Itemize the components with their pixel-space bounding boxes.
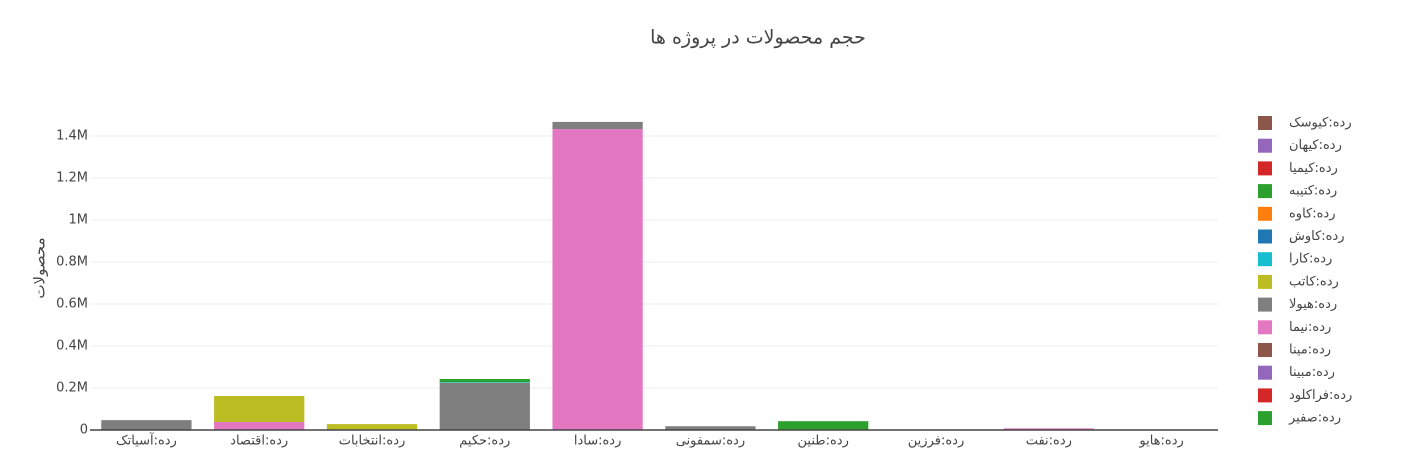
legend-swatch[interactable] [1258, 320, 1272, 335]
legend-label[interactable]: رده:نیما [1289, 320, 1331, 335]
legend-label[interactable]: رده:کاتب [1289, 274, 1339, 289]
x-tick-label: رده:سادا [574, 434, 622, 449]
legend-label[interactable]: رده:کیوسک [1289, 116, 1352, 131]
legend-label[interactable]: رده:صفیر [1288, 411, 1341, 426]
x-tick-label: رده:سمفونی [676, 434, 745, 449]
legend-swatch[interactable] [1258, 116, 1272, 130]
bar-segment [439, 382, 530, 383]
bar-segment [439, 382, 530, 430]
x-tick-label: رده:فرزین [908, 434, 964, 449]
legend-label[interactable]: رده:هیولا [1289, 297, 1337, 312]
legend-swatch[interactable] [1258, 206, 1272, 221]
y-tick-label: 1.4M [56, 129, 88, 144]
legend-label[interactable]: رده:کیهان [1289, 138, 1342, 153]
bar-segment [665, 426, 756, 430]
bar-segment [326, 424, 418, 430]
legend-label[interactable]: رده:مبینا [1289, 365, 1335, 380]
x-tick-label: رده:انتخابات [339, 434, 406, 449]
bar-segment [214, 422, 305, 430]
bar-segment [101, 420, 192, 430]
y-tick-label: 0.2M [56, 381, 88, 396]
y-tick-label: 1.2M [56, 171, 88, 186]
y-axis-title: محصولات [31, 237, 49, 298]
legend-label[interactable]: رده:کارا [1289, 252, 1332, 267]
bar-segment [214, 395, 305, 423]
legend-swatch[interactable] [1258, 161, 1272, 176]
bar-segment [552, 121, 643, 130]
legend-swatch[interactable] [1258, 343, 1272, 357]
bar-segment [778, 421, 869, 430]
legend-swatch[interactable] [1258, 411, 1272, 426]
legend-swatch[interactable] [1258, 388, 1272, 403]
legend-swatch[interactable] [1258, 184, 1272, 199]
x-tick-label: رده:حکیم [459, 434, 510, 449]
y-tick-label: 0 [80, 423, 88, 438]
legend-label[interactable]: رده:کاوش [1289, 229, 1345, 244]
legend-swatch[interactable] [1258, 138, 1272, 153]
chart-title: حجم محصولات در پروژه ها [650, 27, 866, 49]
legend-label[interactable]: رده:کیمیا [1289, 161, 1338, 176]
bar-segment [552, 129, 643, 430]
legend-swatch[interactable] [1258, 297, 1272, 312]
x-tick-label: رده:هایو [1138, 434, 1183, 449]
bar-segment [1003, 428, 1094, 430]
y-tick-label: 1M [69, 213, 89, 228]
legend-label[interactable]: رده:کتیبه [1289, 184, 1337, 199]
legend-swatch[interactable] [1258, 365, 1272, 380]
y-tick-label: 0.6M [56, 297, 88, 312]
x-tick-label: رده:آسیاتک [116, 432, 177, 449]
x-tick-label: رده:طنین [798, 434, 849, 449]
y-tick-label: 0.4M [56, 339, 88, 354]
legend-label[interactable]: رده:کاوه [1289, 206, 1336, 221]
legend-swatch[interactable] [1258, 229, 1272, 244]
x-tick-label: رده:نفت [1026, 434, 1072, 449]
legend-label[interactable]: رده:فراکلود [1289, 388, 1352, 403]
legend-label[interactable]: رده:مینا [1289, 343, 1331, 358]
legend-swatch[interactable] [1258, 252, 1272, 267]
legend-swatch[interactable] [1258, 274, 1272, 289]
x-tick-label: رده:اقتصاد [230, 434, 288, 449]
y-tick-label: 0.8M [56, 255, 88, 270]
bar-segment [439, 378, 530, 383]
